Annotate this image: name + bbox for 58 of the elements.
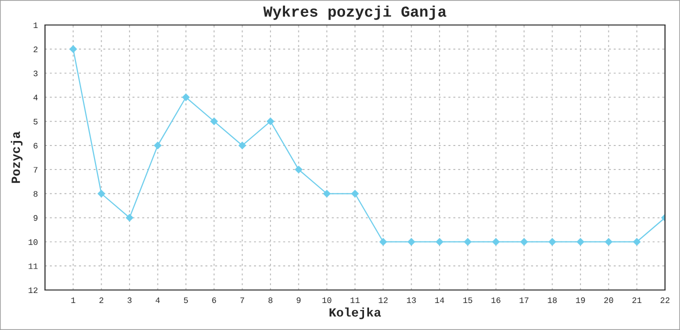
x-tick-label: 10 [322,297,332,304]
x-tick-label: 11 [350,297,360,303]
y-tick-label: 4 [33,94,38,100]
point [520,238,528,246]
point [436,238,444,246]
point [604,238,613,246]
point [97,190,106,198]
chart-title: Wykres pozycji Ganja [263,6,446,20]
x-tick-label: 5 [184,297,188,304]
point [632,238,641,246]
point [322,190,331,198]
y-tick-label: 2 [34,46,38,52]
x-tick-label: 3 [128,297,132,304]
point [154,142,162,150]
point [238,142,246,150]
y-axis-title: Pozycja [10,132,22,183]
x-tick-label: 7 [240,297,244,303]
point [379,238,388,246]
x-axis-title: Kolejka [330,307,381,320]
point [464,238,472,246]
point [126,214,134,222]
y-tick-label: 3 [34,70,38,76]
x-tick-label: 22 [660,297,670,303]
x-tick-label: 12 [378,297,388,303]
y-tick-label: 5 [34,118,38,124]
y-tick-label: 11 [28,263,38,269]
point [492,238,500,246]
y-tick-label: 10 [28,239,38,245]
x-tick-label: 4 [156,297,160,303]
point [266,117,274,126]
y-tick-label: 8 [34,191,38,197]
point [210,117,218,126]
x-tick-label: 20 [604,297,614,304]
point [294,166,303,174]
x-tick-label: 1 [71,297,76,303]
point [69,45,78,54]
point [407,238,416,246]
x-tick-label: 13 [406,297,416,304]
x-tick-label: 2 [99,297,104,303]
point [576,238,584,246]
point [548,238,556,246]
x-tick-label: 15 [463,297,472,304]
x-tick-label: 9 [296,297,301,304]
x-tick-label: 18 [548,297,557,304]
y-tick-label: 7 [34,167,38,173]
y-tick-label: 9 [34,215,38,221]
y-tick-label: 12 [28,287,38,294]
x-tick-label: 6 [212,297,216,304]
y-tick-label: 1 [34,22,38,28]
x-tick-label: 19 [576,297,585,304]
x-tick-label: 17 [520,297,528,303]
x-tick-label: 21 [632,297,642,303]
x-tick-label: 8 [268,297,272,304]
x-tick-label: 16 [492,297,500,304]
point [351,190,359,198]
point [182,93,190,102]
x-tick-label: 14 [435,297,444,303]
y-tick-label: 6 [34,142,38,149]
